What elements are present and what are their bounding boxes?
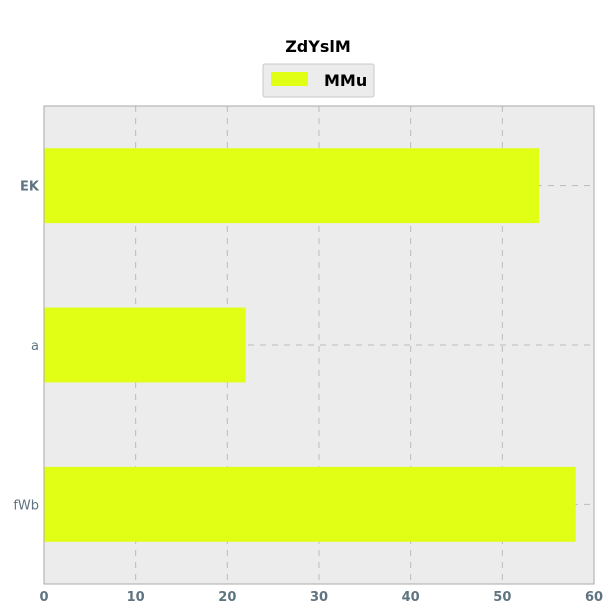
bars: [44, 148, 576, 542]
plot-frame: [43, 105, 595, 585]
x-tick-label: 10: [127, 590, 145, 605]
legend-swatch: [271, 72, 308, 86]
y-tick-label: fWb: [13, 498, 39, 513]
x-tick-label: 30: [310, 590, 328, 605]
x-tick-label: 0: [39, 590, 48, 605]
bar-a: [44, 307, 246, 383]
bar-EK: [44, 148, 539, 224]
bar-fWb: [44, 466, 576, 542]
x-tick-label: 50: [493, 590, 511, 605]
chart-title: ZdYslM: [285, 37, 351, 56]
y-tick-label: a: [31, 339, 39, 354]
y-tick-label: EK: [20, 180, 40, 195]
x-tick-label: 20: [218, 590, 236, 605]
x-tick-label: 40: [402, 590, 420, 605]
x-tick-label: 60: [585, 590, 603, 605]
x-axis-ticks: 0 10 20 30 40 50 60: [39, 590, 603, 605]
legend-label: MMu: [324, 71, 367, 90]
legend: MMu: [262, 63, 375, 98]
y-axis-ticks: EK a fWb: [13, 180, 40, 514]
